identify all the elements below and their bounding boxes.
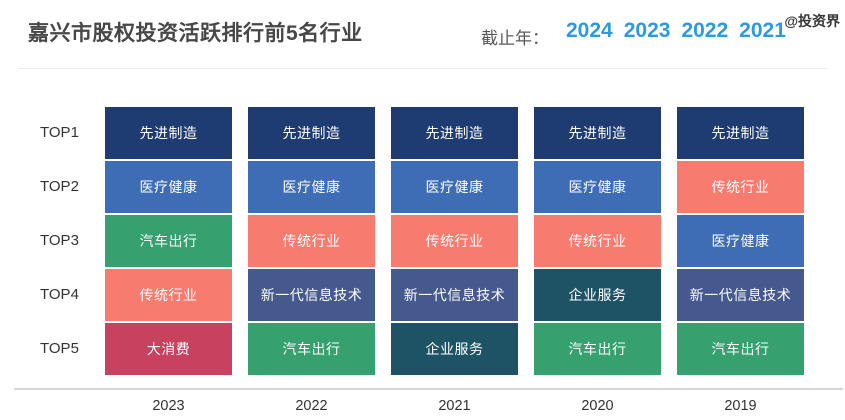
rank-block: 新一代信息技术 — [391, 269, 518, 321]
row-label: TOP4 — [40, 286, 79, 303]
rank-block: 企业服务 — [391, 323, 518, 375]
x-axis-year-label: 2023 — [152, 398, 185, 414]
year-link-2021[interactable]: 2021 — [739, 19, 786, 42]
rank-block: 汽车出行 — [248, 323, 375, 375]
page-title: 嘉兴市股权投资活跃排行前5名行业 — [28, 22, 363, 45]
row-label: TOP2 — [40, 178, 79, 195]
cutoff-year-label: 截止年： — [481, 29, 549, 48]
x-axis-year-label: 2020 — [581, 398, 614, 414]
chart-column: 先进制造 医疗健康 汽车出行 传统行业 大消费 2023 — [105, 107, 232, 414]
rank-block: 企业服务 — [534, 269, 661, 321]
rank-block: 医疗健康 — [248, 161, 375, 213]
rank-block: 医疗健康 — [534, 161, 661, 213]
rank-block: 先进制造 — [105, 107, 232, 159]
year-link-2024[interactable]: 2024 — [566, 19, 613, 42]
chart-column: 先进制造 医疗健康 传统行业 企业服务 汽车出行 2020 — [534, 107, 661, 414]
x-axis-line — [14, 388, 843, 390]
row-label: TOP1 — [40, 124, 79, 141]
rank-block: 汽车出行 — [677, 323, 804, 375]
rank-block: 大消费 — [105, 323, 232, 375]
x-axis-year-label: 2019 — [724, 398, 757, 414]
chart-column: 先进制造 医疗健康 传统行业 新一代信息技术 企业服务 2021 — [391, 107, 518, 414]
rank-block: 传统行业 — [248, 215, 375, 267]
x-axis-year-label: 2022 — [295, 398, 328, 414]
year-link-2023[interactable]: 2023 — [623, 19, 671, 42]
chart-column: 先进制造 传统行业 医疗健康 新一代信息技术 汽车出行 2019 — [677, 107, 804, 414]
rank-block: 汽车出行 — [105, 215, 232, 267]
rank-block: 医疗健康 — [677, 215, 804, 267]
rank-block: 传统行业 — [105, 269, 232, 321]
rank-block: 传统行业 — [534, 215, 661, 267]
rank-block: 汽车出行 — [534, 323, 661, 375]
rank-block: 先进制造 — [534, 107, 661, 159]
rank-block: 新一代信息技术 — [248, 269, 375, 321]
rank-block: 先进制造 — [677, 107, 804, 159]
chart-column: 先进制造 医疗健康 传统行业 新一代信息技术 汽车出行 2022 — [248, 107, 375, 414]
header-divider — [18, 68, 827, 69]
rank-block: 先进制造 — [391, 107, 518, 159]
rank-block: 新一代信息技术 — [677, 269, 804, 321]
year-link-2022[interactable]: 2022 — [681, 19, 729, 42]
x-axis-year-label: 2021 — [438, 398, 471, 414]
rank-block: 医疗健康 — [105, 161, 232, 213]
watermark: @投资界 — [784, 13, 840, 29]
row-label: TOP3 — [40, 232, 79, 249]
row-label: TOP5 — [40, 340, 79, 357]
rank-block: 传统行业 — [391, 215, 518, 267]
rank-block: 先进制造 — [248, 107, 375, 159]
chart-columns: 先进制造 医疗健康 汽车出行 传统行业 大消费 2023 先进制造 医疗健康 传统行业 新一代信息… — [105, 107, 804, 414]
year-links: 2024 2023 2022 2021 — [566, 19, 786, 43]
rank-block: 传统行业 — [677, 161, 804, 213]
rank-block: 医疗健康 — [391, 161, 518, 213]
